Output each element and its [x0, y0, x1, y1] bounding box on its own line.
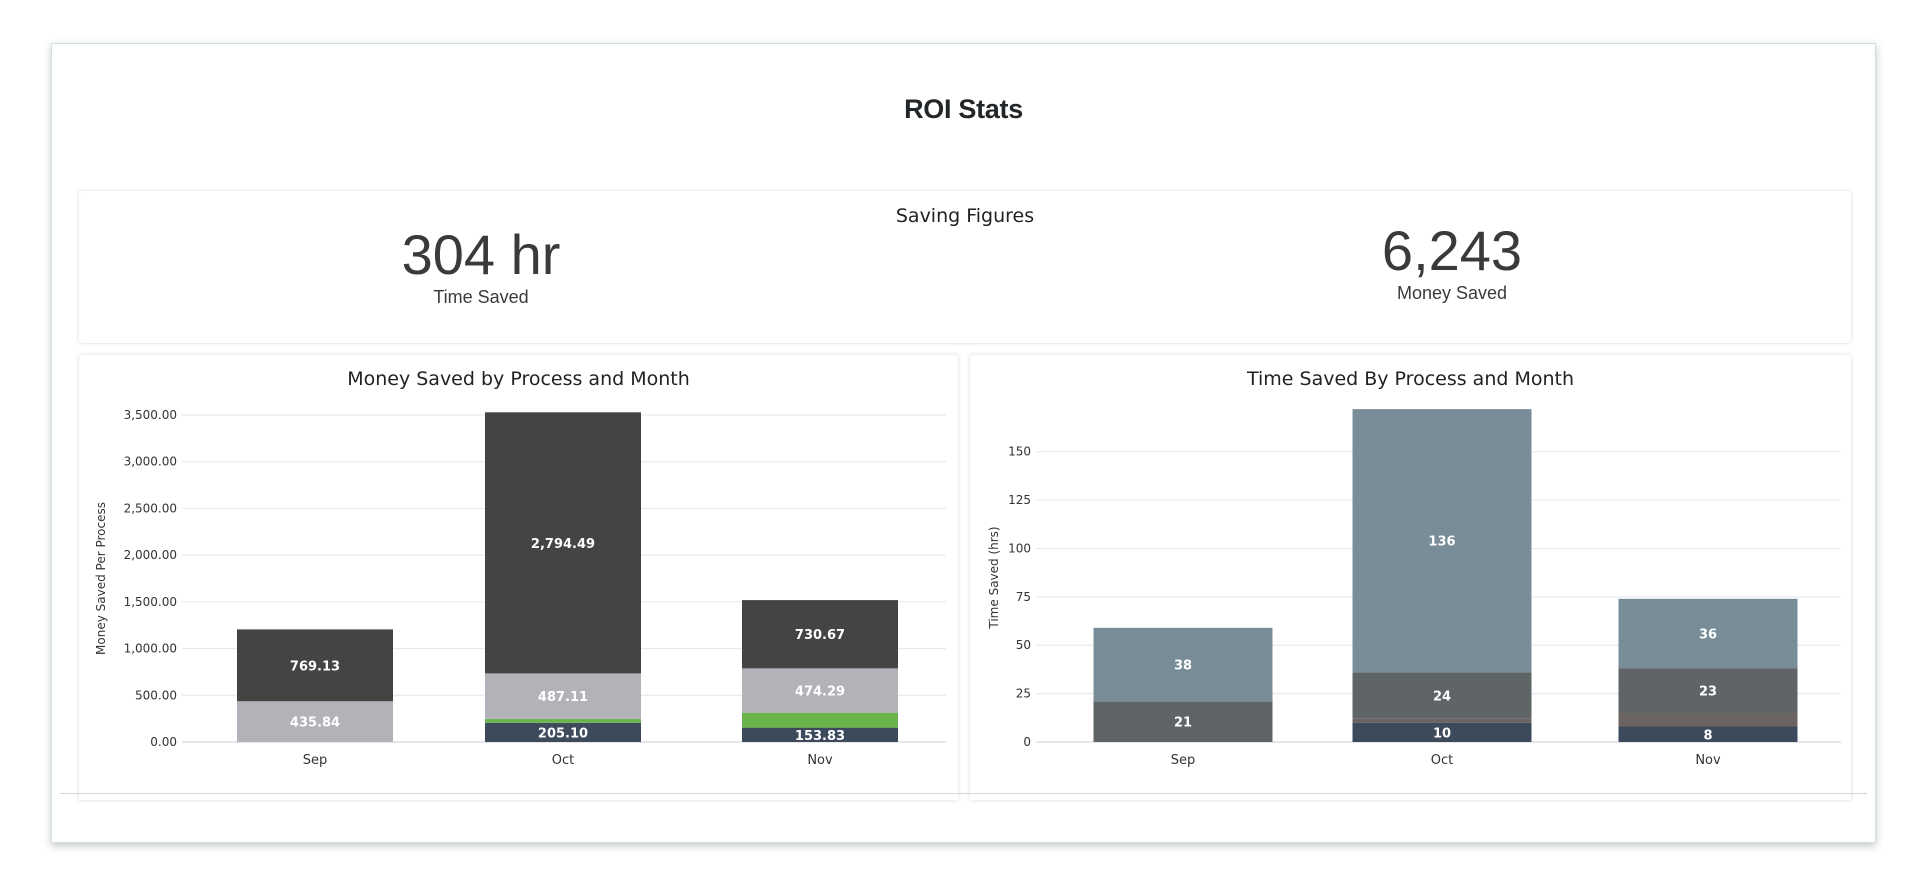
money-saved-chart-card: Money Saved by Process and Month 0.00 500… — [79, 355, 958, 800]
x-tick-label: Nov — [807, 753, 833, 768]
money-saved-label: Money Saved — [1396, 283, 1508, 303]
bar-data-label: 487.11 — [538, 690, 588, 705]
time-saved-label: Time Saved — [433, 287, 529, 307]
money-saved-kpi: 6,243 Money Saved — [1202, 221, 1702, 304]
time-chart-title: Time Saved By Process and Month — [1246, 368, 1575, 390]
y-tick-label: 0 — [1023, 735, 1031, 749]
bar-data-label: 153.83 — [795, 729, 845, 744]
bar-segment — [485, 673, 641, 719]
x-tick-label: Sep — [1171, 753, 1196, 768]
time-saved-value: 304 hr — [401, 223, 561, 286]
y-tick-label: 0.00 — [150, 735, 177, 749]
bar-segment — [485, 718, 641, 723]
money-chart-title: Money Saved by Process and Month — [347, 368, 690, 390]
bar-segment — [1618, 712, 1798, 727]
money-saved-chart: 0.00 500.00 1,000.00 1,500.00 2,000.00 2,500.… — [94, 408, 946, 768]
y-tick-label: 2,500.00 — [124, 501, 177, 515]
bar-segment — [1093, 627, 1273, 702]
bar-segment — [485, 412, 641, 674]
y-tick-label: 1,000.00 — [124, 642, 177, 656]
bar-segment — [1618, 726, 1798, 742]
y-axis-title: Time Saved (hrs) — [987, 526, 1001, 629]
y-tick-label: 3,000.00 — [124, 455, 177, 469]
bar-segment — [1618, 668, 1798, 713]
bar-segment — [742, 727, 898, 742]
bar-data-label: 8 — [1703, 728, 1712, 743]
y-tick-label: 50 — [1016, 638, 1031, 652]
y-tick-label: 500.00 — [135, 688, 177, 702]
saving-figures-title: Saving Figures — [895, 205, 1035, 227]
bar-data-label: 769.13 — [290, 659, 340, 674]
bar-segment — [237, 701, 393, 742]
y-tick-label: 25 — [1016, 687, 1031, 701]
bar-segment — [1352, 409, 1532, 673]
y-tick-label: 1,500.00 — [124, 595, 177, 609]
y-tick-label: 100 — [1008, 541, 1031, 555]
bar-data-label: 21 — [1174, 716, 1192, 731]
bar-data-label: 38 — [1174, 659, 1192, 674]
y-tick-label: 75 — [1016, 590, 1031, 604]
bar-segment — [1352, 722, 1532, 742]
bar-data-label: 23 — [1699, 685, 1717, 700]
time-saved-chart: 0 25 50 75 100 125 150 Time Saved (hrs) 21 38 Sep 1… — [987, 409, 1841, 768]
x-tick-label: Sep — [303, 753, 328, 768]
bar-segment — [1618, 598, 1798, 669]
roi-dashboard: ROI Stats Saving Figures 304 hr Time Sav… — [51, 43, 1876, 843]
bar-segment — [1352, 718, 1532, 723]
bar-data-label: 36 — [1699, 628, 1717, 643]
bar-data-label: 474.29 — [795, 685, 845, 700]
y-tick-label: 125 — [1008, 493, 1031, 507]
y-tick-label: 3,500.00 — [124, 408, 177, 422]
money-saved-value: 6,243 — [1381, 219, 1523, 282]
bar-data-label: 435.84 — [290, 716, 340, 731]
x-tick-label: Nov — [1695, 753, 1721, 768]
time-saved-chart-card: Time Saved By Process and Month 0 25 50 75 1… — [970, 355, 1851, 800]
time-saved-kpi: 304 hr Time Saved — [231, 225, 731, 308]
y-tick-label: 2,000.00 — [124, 548, 177, 562]
bar-segment — [485, 722, 641, 742]
bar-data-label: 24 — [1433, 690, 1451, 705]
bar-segment — [742, 712, 898, 728]
bar-data-label: 10 — [1433, 726, 1451, 741]
bar-segment — [742, 600, 898, 669]
bar-data-label: 730.67 — [795, 628, 845, 643]
bar-segment — [1352, 672, 1532, 719]
saving-figures-card: Saving Figures 304 hr Time Saved 6,243 M… — [79, 191, 1851, 343]
y-axis-title: Money Saved Per Process — [94, 502, 108, 655]
bar-data-label: 205.10 — [538, 726, 588, 741]
bar-data-label: 2,794.49 — [531, 537, 595, 552]
footer-divider — [60, 793, 1867, 794]
bar-segment — [237, 629, 393, 702]
bar-data-label: 136 — [1428, 535, 1455, 550]
x-tick-label: Oct — [552, 753, 574, 768]
bar-segment — [1093, 701, 1273, 742]
x-tick-label: Oct — [1431, 753, 1453, 768]
page-title: ROI Stats — [904, 94, 1023, 124]
y-tick-label: 150 — [1008, 445, 1031, 459]
bar-segment — [742, 668, 898, 713]
